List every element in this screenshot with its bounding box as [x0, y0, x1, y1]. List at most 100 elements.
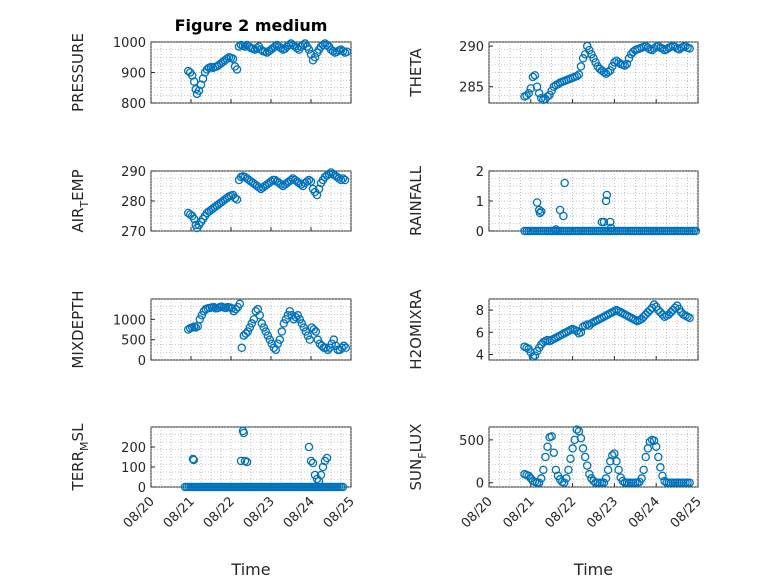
data-point: [608, 62, 617, 71]
y-tick-label: 290: [121, 165, 146, 180]
data-point: [255, 311, 265, 320]
data-point: [664, 310, 673, 319]
data-point: [209, 302, 219, 312]
data-point: [235, 299, 245, 309]
data-point: [340, 175, 350, 185]
data-point: [317, 341, 327, 351]
data-point: [654, 305, 663, 315]
data-point: [302, 177, 312, 186]
data-point: [670, 42, 680, 52]
data-point: [580, 452, 590, 462]
data-point: [610, 449, 619, 458]
data-point: [299, 323, 309, 332]
y-axis-label: H2OMIXRA: [407, 289, 425, 370]
data-point: [236, 456, 246, 466]
y-axis-label: TERRMSL: [69, 423, 91, 492]
data-point: [612, 457, 621, 466]
y-tick-label: 4: [476, 348, 484, 363]
x-tick-label: 08/21: [501, 494, 538, 531]
data-point: [242, 457, 252, 467]
y-tick-label: 2: [476, 165, 484, 180]
data-point: [303, 331, 313, 340]
data-point: [230, 193, 240, 203]
data-point: [622, 59, 632, 69]
data-point: [545, 90, 554, 100]
data-series: [520, 41, 694, 104]
data-point: [310, 470, 320, 480]
y-tick-label: 900: [121, 67, 146, 82]
data-point: [572, 71, 582, 81]
data-point: [322, 453, 332, 463]
data-point: [591, 58, 600, 67]
data-point: [524, 471, 533, 481]
x-tick-label: 08/24: [281, 494, 318, 531]
x-tick-label: 08/20: [121, 494, 158, 531]
data-point: [637, 314, 646, 324]
data-point: [239, 428, 249, 438]
data-point: [304, 442, 314, 452]
data-point: [257, 319, 267, 328]
data-point: [291, 313, 301, 322]
data-point: [566, 454, 575, 463]
data-point: [601, 474, 611, 483]
data-point: [298, 40, 308, 50]
data-point: [336, 175, 346, 185]
data-point: [585, 469, 594, 479]
subplot-8: 0 500 08/20 08/21 08/22 08/23 08/24 08/25 Time SU…: [407, 424, 705, 579]
x-tick-label: 08/25: [668, 494, 705, 531]
data-point: [304, 45, 314, 54]
data-point: [666, 308, 676, 317]
y-axis-label: AIRTEMP: [69, 169, 91, 232]
data-point: [656, 463, 665, 472]
data-point: [576, 433, 586, 443]
data-point: [639, 465, 648, 475]
subplot-1: 800 900 1000 PRESSURE: [69, 33, 352, 112]
data-point: [338, 46, 348, 56]
data-point: [639, 312, 648, 321]
data-point: [568, 444, 577, 453]
data-point: [297, 319, 307, 328]
data-point: [645, 305, 655, 315]
subplot-7: 0 100 200 08/20 08/21 08/22 08/23 08/24 08/25 Tim…: [69, 423, 358, 579]
data-point: [649, 44, 659, 53]
data-point: [270, 42, 280, 51]
data-point: [261, 327, 271, 336]
data-point: [311, 327, 321, 336]
data-point: [259, 323, 269, 332]
data-point: [541, 452, 550, 462]
data-point: [532, 198, 542, 207]
data-point: [614, 465, 623, 475]
data-point: [263, 331, 273, 340]
data-point: [309, 325, 319, 334]
data-point: [310, 53, 320, 62]
data-point: [304, 175, 314, 185]
y-tick-label: 800: [121, 97, 146, 112]
data-point: [535, 208, 545, 218]
y-axis-label: MIXDEPTH: [69, 290, 87, 368]
data-point: [603, 465, 613, 475]
data-point: [572, 326, 582, 336]
data-point: [608, 451, 617, 460]
data-point: [188, 454, 198, 464]
data-point: [530, 351, 540, 360]
data-point: [284, 40, 294, 50]
data-point: [582, 461, 592, 470]
data-point: [338, 482, 348, 492]
data-point: [576, 328, 586, 337]
data-point: [189, 77, 199, 86]
data-point: [327, 339, 337, 348]
data-point: [649, 300, 659, 309]
data-point: [318, 40, 328, 50]
data-point: [283, 311, 293, 320]
data-point: [551, 225, 561, 234]
data-point: [605, 217, 615, 227]
data-point: [324, 169, 334, 179]
x-axis-label: Time: [573, 560, 613, 579]
data-point: [578, 54, 588, 63]
data-point: [234, 42, 244, 51]
data-point: [337, 343, 347, 353]
data-point: [685, 313, 694, 323]
data-point: [275, 335, 285, 344]
data-point: [237, 343, 247, 353]
data-point: [249, 315, 259, 324]
